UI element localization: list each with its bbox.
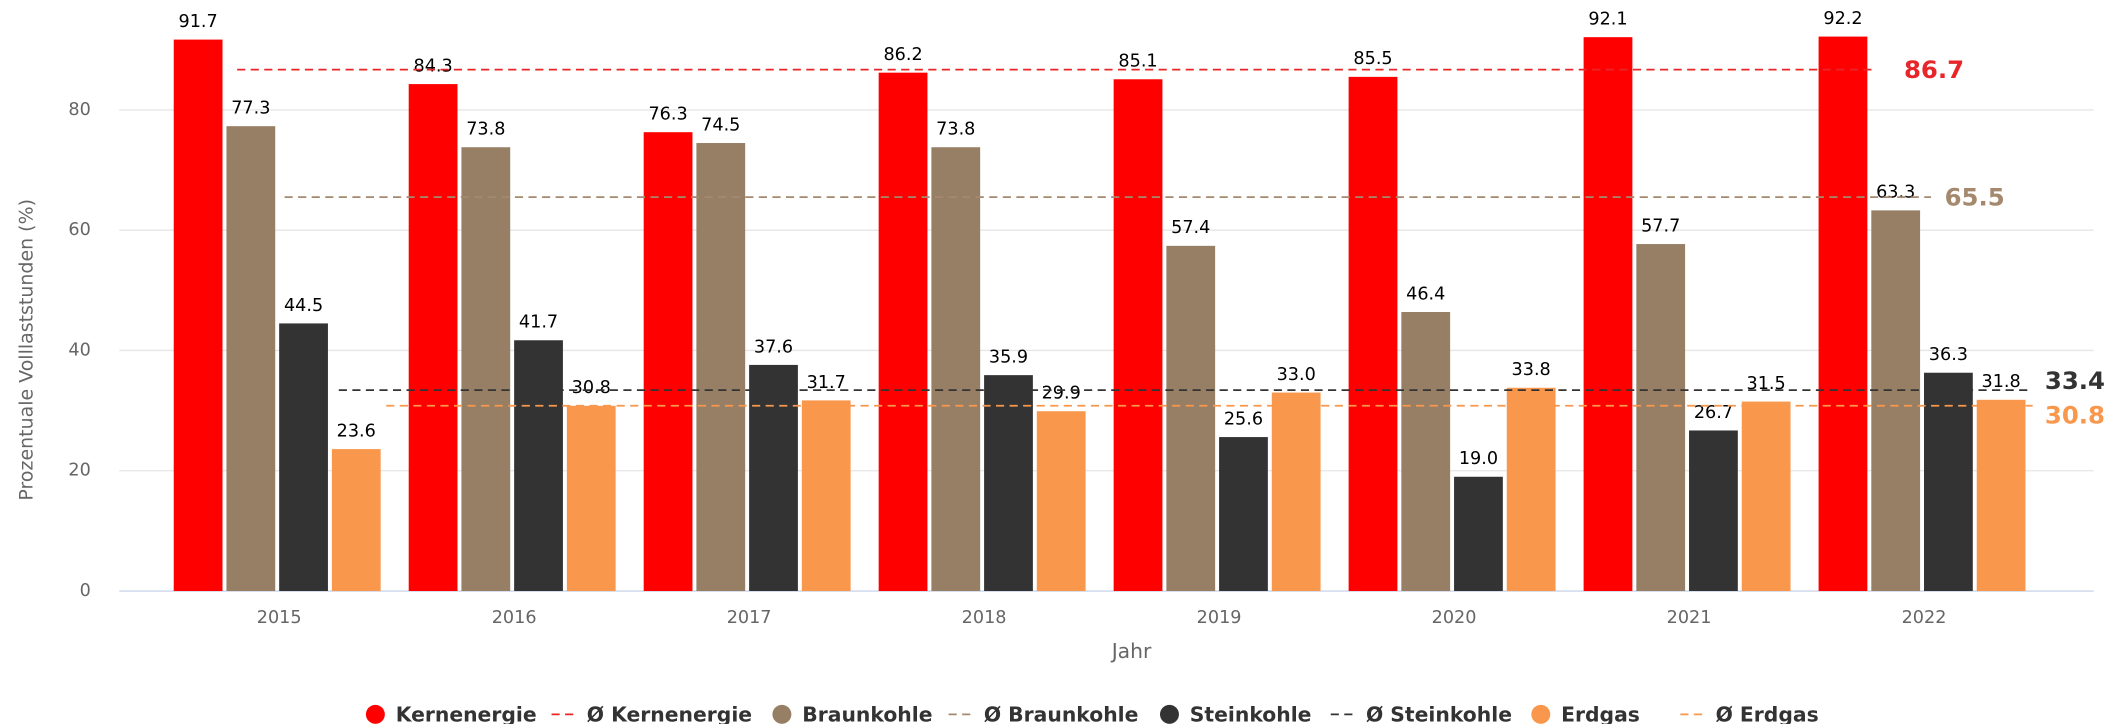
bar (1506, 387, 1556, 592)
data-label: 36.3 (1929, 345, 1968, 365)
y-tick-label: 0 (80, 581, 91, 601)
data-label: 30.8 (572, 378, 611, 398)
bar (801, 400, 851, 592)
bar (566, 405, 616, 592)
bar (514, 340, 563, 592)
x-tick-label: 2018 (962, 608, 1007, 628)
y-tick-label: 40 (68, 340, 90, 360)
data-label: 46.4 (1406, 284, 1445, 304)
legend-label: Ø Kernenergie (587, 703, 752, 724)
legend-marker (365, 704, 385, 724)
bar (696, 143, 746, 592)
x-tick-label: 2020 (1432, 608, 1477, 628)
average-label: 86.7 (1904, 55, 1964, 84)
bar (878, 72, 928, 592)
bar (931, 147, 981, 592)
bar (226, 126, 276, 592)
legend-marker (772, 704, 792, 724)
data-label: 86.2 (883, 45, 922, 65)
data-label: 74.5 (701, 115, 740, 135)
data-label: 76.3 (648, 105, 687, 125)
bar (984, 375, 1033, 592)
x-tick-label: 2019 (1197, 608, 1242, 628)
bar (331, 449, 381, 592)
bar (1689, 430, 1738, 592)
data-label: 29.9 (1042, 384, 1081, 404)
bar (1636, 244, 1686, 592)
data-label: 37.6 (754, 337, 793, 357)
data-label: 77.3 (231, 99, 270, 119)
bar (408, 84, 458, 592)
bar (461, 147, 511, 592)
data-label: 57.4 (1171, 218, 1210, 238)
x-tick-label: 2022 (1902, 608, 1947, 628)
data-label: 35.9 (989, 348, 1028, 368)
bar (1871, 210, 1921, 592)
legend-label: Erdgas (1561, 703, 1640, 724)
data-label: 84.3 (413, 56, 452, 76)
data-label: 31.5 (1747, 374, 1786, 394)
bar (749, 364, 798, 592)
data-label: 57.7 (1641, 216, 1680, 236)
data-label: 26.7 (1694, 403, 1733, 423)
x-tick-label: 2015 (257, 608, 302, 628)
bar (1583, 37, 1633, 592)
x-tick-label: 2017 (727, 608, 772, 628)
y-tick-label: 60 (68, 220, 90, 240)
data-label: 63.3 (1876, 183, 1915, 203)
average-label: 30.8 (2045, 401, 2105, 430)
bar (1113, 79, 1163, 592)
legend-label: Ø Steinkohle (1366, 703, 1512, 724)
data-label: 33.8 (1512, 360, 1551, 380)
bar (1454, 476, 1503, 592)
data-label: 73.8 (466, 120, 505, 140)
data-label: 85.5 (1353, 49, 1392, 69)
bar (1818, 36, 1868, 592)
legend-label: Braunkohle (802, 703, 932, 724)
bar (1271, 392, 1321, 592)
legend-label: Ø Braunkohle (984, 703, 1139, 724)
x-tick-label: 2021 (1667, 608, 1712, 628)
legend-marker (1531, 704, 1551, 724)
data-label: 85.1 (1118, 52, 1157, 72)
bar (1036, 411, 1086, 592)
bar (1976, 399, 2026, 592)
data-label: 92.2 (1823, 9, 1862, 29)
legend-label: Steinkohle (1190, 703, 1312, 724)
bar (1401, 311, 1451, 592)
data-label: 31.7 (807, 373, 846, 393)
y-tick-label: 20 (68, 461, 90, 481)
bar (1166, 245, 1216, 592)
data-label: 41.7 (519, 313, 558, 333)
bar (279, 323, 328, 592)
bar (1219, 437, 1268, 592)
y-tick-label: 80 (68, 100, 90, 120)
average-label: 33.4 (2045, 366, 2105, 395)
data-label: 23.6 (337, 421, 376, 441)
average-label: 65.5 (1945, 182, 2005, 211)
x-tick-label: 2016 (492, 608, 537, 628)
legend-label: Kernenergie (396, 703, 537, 724)
bar (643, 132, 693, 592)
bar (173, 39, 223, 592)
bar (1348, 76, 1398, 592)
data-label: 31.8 (1982, 372, 2021, 392)
data-label: 19.0 (1459, 449, 1498, 469)
data-label: 73.8 (936, 120, 975, 140)
legend-label: Ø Erdgas (1716, 703, 1819, 724)
y-axis-label: Prozentuale Volllaststunden (%) (16, 199, 38, 501)
bar (1924, 372, 1973, 592)
legend-marker (1159, 704, 1179, 724)
data-label: 25.6 (1224, 409, 1263, 429)
data-label: 92.1 (1588, 10, 1627, 30)
x-axis-label: Jahr (1110, 639, 1152, 663)
data-label: 91.7 (179, 12, 218, 32)
data-label: 44.5 (284, 296, 323, 316)
data-label: 33.0 (1277, 365, 1316, 385)
bar (1741, 401, 1791, 592)
